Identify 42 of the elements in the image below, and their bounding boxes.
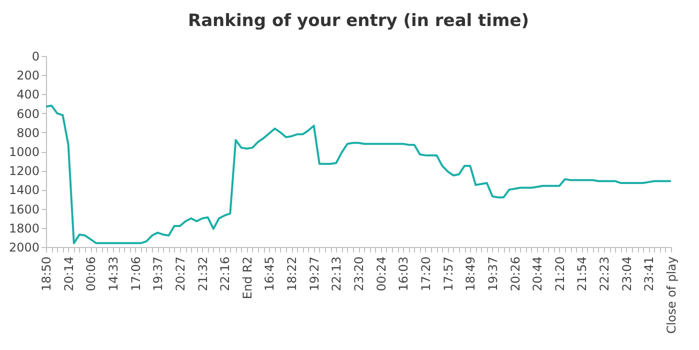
x-tick-label: 22:23 — [598, 256, 612, 292]
x-tick-label: 19:37 — [486, 256, 500, 292]
x-tick-label: 19:27 — [307, 256, 322, 292]
y-tick-label: 800 — [16, 126, 40, 140]
x-tick-label: 16:03 — [396, 256, 411, 292]
y-tick-label: 400 — [16, 88, 40, 102]
y-tick-label: 600 — [16, 106, 40, 121]
x-tick-label: 22:16 — [218, 256, 232, 292]
y-tick-label: 200 — [16, 68, 40, 83]
y-tick-label: 2000 — [8, 240, 40, 254]
x-tick-label: End R2 — [240, 256, 254, 300]
y-tick-label: 1800 — [8, 221, 40, 236]
y-tick-label: 0 — [32, 50, 40, 64]
x-tick-label: 18:50 — [40, 256, 54, 292]
line-series — [45, 104, 672, 244]
x-tick-label: 20:44 — [530, 256, 545, 292]
x-tick-label: 17:06 — [128, 256, 143, 292]
y-tick-label: 1600 — [8, 202, 40, 216]
chart-title: Ranking of your entry (in real time) — [188, 11, 530, 31]
y-tick-label: 1200 — [8, 164, 40, 178]
x-tick-label: 20:26 — [508, 256, 522, 292]
x-tick-label: 20:14 — [62, 256, 76, 292]
y-tick-label: 1400 — [8, 183, 40, 198]
x-tick-label: 16:45 — [262, 256, 277, 292]
x-tick-label: 00:24 — [374, 256, 388, 292]
x-tick-label: 22:13 — [330, 256, 344, 292]
x-tick-label: 20:27 — [173, 256, 188, 292]
x-tick-label: 23:41 — [642, 256, 656, 292]
x-tick-label: 17:20 — [418, 256, 433, 292]
x-tick-label: 00:06 — [84, 256, 98, 292]
x-tick-label: 18:49 — [464, 256, 478, 292]
x-tick-label: 17:57 — [441, 256, 456, 292]
x-tick-label: 14:33 — [106, 256, 120, 292]
x-tick-label: 23:04 — [620, 256, 634, 292]
x-tick-label: 21:54 — [575, 256, 590, 292]
x-tick-label: 19:37 — [151, 256, 166, 292]
x-tick-label: 21:32 — [196, 256, 210, 292]
y-tick-label: 1000 — [8, 145, 40, 159]
x-tick-label: 23:20 — [352, 256, 366, 292]
x-tick-label: 21:20 — [552, 256, 567, 292]
x-tick-label: Close of play — [664, 256, 678, 334]
x-tick-label: 18:22 — [285, 256, 300, 292]
